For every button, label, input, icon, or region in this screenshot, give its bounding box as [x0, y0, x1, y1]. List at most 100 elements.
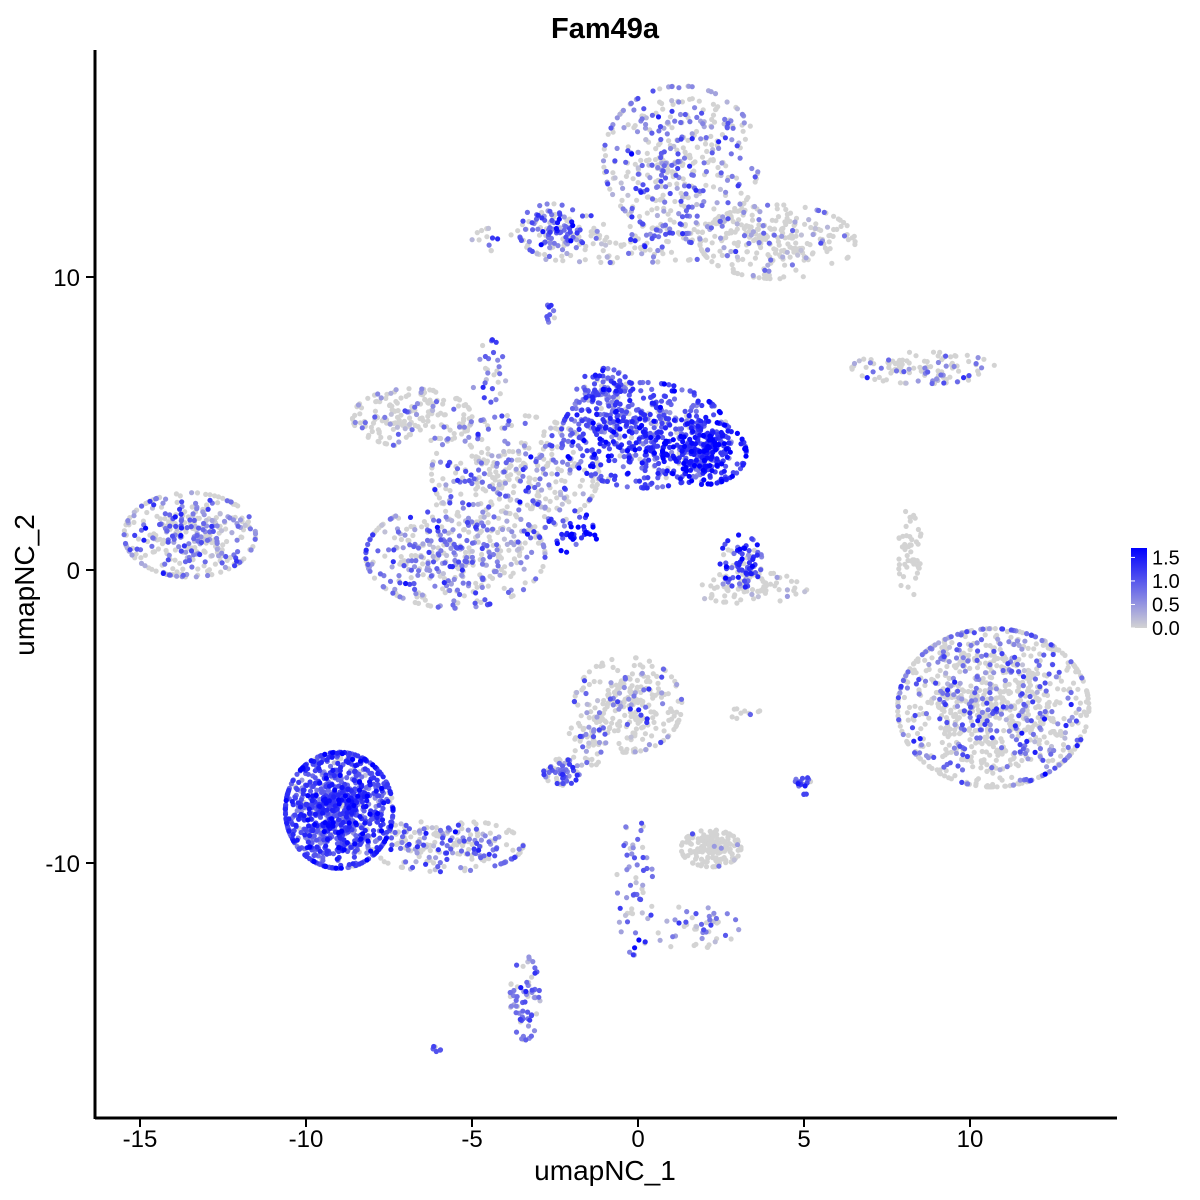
scatter-point [605, 375, 611, 381]
scatter-point [954, 379, 961, 385]
scatter-point [437, 459, 444, 465]
scatter-point [975, 776, 982, 782]
scatter-point [218, 569, 224, 575]
scatter-point [614, 255, 620, 261]
scatter-point [389, 564, 395, 570]
scatter-point [394, 424, 400, 430]
scatter-point [1073, 695, 1079, 701]
scatter-point [623, 749, 629, 755]
scatter-point [918, 726, 924, 732]
scatter-point [997, 767, 1003, 773]
scatter-point [665, 734, 671, 740]
scatter-point [672, 257, 679, 263]
scatter-point [594, 228, 600, 234]
scatter-point [448, 846, 454, 852]
scatter-point [462, 438, 468, 444]
scatter-point [974, 702, 980, 709]
scatter-point [492, 863, 498, 869]
scatter-point [201, 563, 207, 569]
scatter-point [455, 403, 462, 409]
scatter-point [1044, 704, 1050, 710]
scatter-point [554, 444, 561, 450]
scatter-point [749, 587, 756, 593]
scatter-point [886, 357, 892, 363]
scatter-point [728, 248, 734, 255]
scatter-point [505, 589, 512, 596]
scatter-point [521, 566, 527, 572]
scatter-point [708, 89, 714, 95]
scatter-point [509, 529, 515, 535]
scatter-point [635, 720, 641, 726]
scatter-point [676, 904, 682, 910]
scatter-point [380, 584, 386, 590]
scatter-point [465, 404, 471, 411]
scatter-point [787, 254, 793, 260]
scatter-point [826, 233, 832, 239]
scatter-point [215, 500, 221, 506]
scatter-point [554, 471, 560, 477]
scatter-point [755, 169, 761, 175]
scatter-point [911, 365, 917, 371]
scatter-point [191, 536, 197, 542]
scatter-point [1014, 661, 1021, 668]
scatter-point [760, 578, 766, 585]
scatter-point [976, 739, 983, 745]
scatter-point [666, 717, 672, 723]
scatter-point [922, 682, 928, 689]
scatter-point [907, 534, 913, 540]
scatter-point [628, 734, 634, 740]
scatter-point [1043, 688, 1049, 694]
scatter-point [572, 491, 578, 497]
scatter-point [344, 775, 350, 781]
scatter-point [994, 784, 1000, 790]
scatter-point [497, 371, 503, 377]
scatter-point [486, 471, 492, 477]
scatter-point [603, 719, 609, 725]
scatter-point [667, 217, 673, 223]
scatter-point [851, 360, 858, 367]
scatter-point [614, 115, 620, 121]
scatter-point [674, 681, 680, 688]
scatter-point [600, 248, 606, 254]
scatter-point [901, 694, 908, 701]
scatter-point [947, 731, 953, 738]
scatter-point [237, 517, 244, 523]
scatter-point [526, 239, 532, 245]
scatter-point [997, 641, 1003, 647]
scatter-point [652, 743, 658, 749]
scatter-point [594, 714, 600, 720]
scatter-point [568, 725, 574, 731]
scatter-point [693, 193, 699, 199]
scatter-point [634, 684, 641, 690]
scatter-point [162, 511, 168, 517]
scatter-point [967, 737, 973, 743]
scatter-point [413, 558, 419, 564]
scatter-point [896, 562, 903, 568]
scatter-point [138, 527, 145, 533]
scatter-point [626, 696, 632, 702]
scatter-point [600, 221, 607, 227]
scatter-point [456, 838, 463, 844]
scatter-point [174, 499, 180, 505]
scatter-point [1006, 681, 1012, 687]
scatter-point [913, 575, 919, 581]
scatter-point [915, 526, 922, 533]
scatter-point [560, 459, 566, 465]
scatter-point [133, 551, 139, 557]
scatter-point [705, 159, 711, 165]
scatter-point [1026, 685, 1032, 691]
scatter-point [1086, 706, 1092, 712]
scatter-point [962, 633, 968, 640]
scatter-point [643, 232, 650, 238]
scatter-point [633, 452, 639, 458]
scatter-point [738, 597, 744, 603]
scatter-point [973, 361, 979, 367]
scatter-point [566, 730, 572, 737]
scatter-point [787, 218, 793, 224]
scatter-point [1010, 756, 1016, 762]
scatter-point [214, 523, 220, 529]
scatter-point [734, 254, 741, 260]
scatter-point [596, 739, 603, 746]
scatter-point [508, 232, 514, 238]
scatter-point [997, 775, 1003, 781]
